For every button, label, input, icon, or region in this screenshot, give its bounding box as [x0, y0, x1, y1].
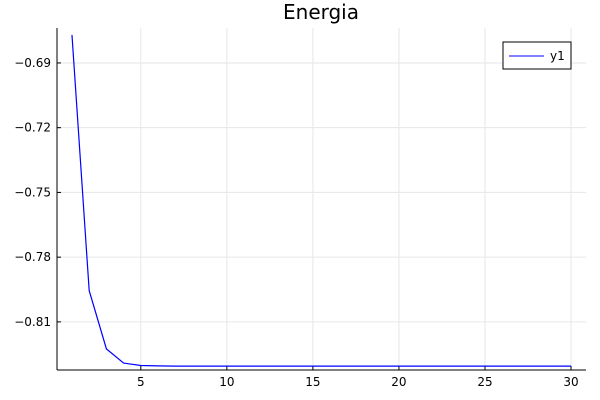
- ticks: 5 10 15 20 25 30 −0.69 −0.72 −0.75 −0.78 −0.81: [14, 56, 578, 389]
- x-tick-label: 25: [477, 375, 492, 389]
- legend-label-y1: y1: [550, 49, 565, 63]
- y-tick-label: −0.72: [14, 121, 51, 135]
- x-tick-label: 20: [391, 375, 406, 389]
- legend: y1: [502, 41, 572, 70]
- x-tick-label: 10: [219, 375, 234, 389]
- axes: [56, 28, 586, 371]
- series: [71, 34, 572, 367]
- y-tick-label: −0.78: [14, 250, 51, 264]
- y-tick-label: −0.75: [14, 185, 51, 199]
- chart-title: Energia: [283, 0, 359, 24]
- y-tick-label: −0.69: [14, 56, 51, 70]
- x-tick-label: 30: [563, 375, 578, 389]
- grid: [57, 28, 586, 370]
- x-tick-label: 5: [137, 375, 145, 389]
- series-line-y1: [71, 34, 572, 367]
- y-tick-label: −0.81: [14, 315, 51, 329]
- x-tick-label: 15: [305, 375, 320, 389]
